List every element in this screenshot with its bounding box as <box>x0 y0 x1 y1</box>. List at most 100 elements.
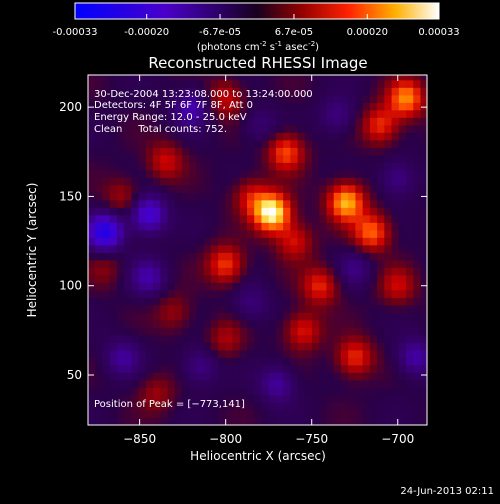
heatmap-cell <box>319 95 327 103</box>
heatmap-cell <box>268 387 277 396</box>
heatmap-cell <box>340 410 349 418</box>
heatmap-cell <box>406 267 414 276</box>
heatmap-cell <box>362 290 371 298</box>
heatmap-cell <box>297 117 306 126</box>
heatmap-cell <box>348 395 356 403</box>
heatmap-cell <box>406 155 414 163</box>
heatmap-cell <box>312 402 320 411</box>
heatmap-cell <box>391 192 400 201</box>
heatmap-cell <box>189 387 197 396</box>
heatmap-cell <box>326 357 335 366</box>
heatmap-cell <box>377 365 385 373</box>
heatmap-cell <box>116 245 125 253</box>
heatmap-cell <box>333 320 342 328</box>
heatmap-cell <box>181 185 190 193</box>
heatmap-cell <box>88 297 96 306</box>
heatmap-cell <box>239 335 248 343</box>
heatmap-cell <box>398 215 407 223</box>
heatmap-cell <box>290 177 298 186</box>
heatmap-cell <box>189 177 197 186</box>
heatmap-cell <box>326 275 335 283</box>
heatmap-cell <box>297 282 306 291</box>
heatmap-cell <box>384 350 392 358</box>
heatmap-cell <box>174 365 183 373</box>
heatmap-cell <box>406 312 414 321</box>
heatmap-cell <box>210 80 219 88</box>
heatmap-cell <box>124 275 132 283</box>
heatmap-cell <box>88 95 96 103</box>
heatmap-cell <box>304 200 313 208</box>
heatmap-cell <box>95 282 103 291</box>
heatmap-cell <box>181 380 190 388</box>
heatmap-cell <box>203 402 212 411</box>
heatmap-cell <box>189 342 197 351</box>
heatmap-cell <box>254 237 262 246</box>
heatmap-cell <box>312 162 320 171</box>
heatmap-cell <box>95 192 103 201</box>
heatmap-cell <box>160 312 168 321</box>
heatmap-cell <box>181 162 190 171</box>
heatmap-cell <box>153 312 161 321</box>
heatmap-cell <box>348 222 356 231</box>
heatmap-cell <box>167 125 176 133</box>
heatmap-cell <box>420 275 427 283</box>
heatmap-cell <box>218 147 226 156</box>
heatmap-cell <box>181 95 190 103</box>
heatmap-cell <box>254 110 262 118</box>
heatmap-cell <box>319 282 327 291</box>
heatmap-cell <box>261 350 270 358</box>
heatmap-cell <box>167 312 176 321</box>
heatmap-cell <box>268 102 277 111</box>
heatmap-cell <box>290 380 298 388</box>
heatmap-cell <box>348 95 356 103</box>
heatmap-cell <box>138 140 147 148</box>
heatmap-cell <box>398 95 407 103</box>
heatmap-cell <box>398 140 407 148</box>
heatmap-cell <box>261 200 270 208</box>
detectors-annotation: Detectors: 4F 5F 6F 7F 8F, Att 0 <box>94 100 253 111</box>
heatmap-cell <box>348 102 356 111</box>
heatmap-cell <box>88 200 96 208</box>
heatmap-cell <box>232 237 241 246</box>
heatmap-cell <box>254 395 262 403</box>
heatmap-cell <box>319 192 327 201</box>
heatmap-cell <box>369 132 378 141</box>
heatmap-cell <box>196 395 205 403</box>
heatmap-cell <box>102 185 111 193</box>
heatmap-cell <box>391 162 400 171</box>
heatmap-cell <box>210 290 219 298</box>
heatmap-cell <box>95 365 103 373</box>
heatmap-cell <box>247 222 255 231</box>
heatmap-cell <box>210 335 219 343</box>
heatmap-cell <box>239 402 248 411</box>
heatmap-cell <box>268 75 277 81</box>
heatmap-cell <box>116 237 125 246</box>
heatmap-cell <box>348 297 356 306</box>
heatmap-cell <box>239 230 248 238</box>
heatmap-cell <box>138 147 147 156</box>
heatmap-cell <box>95 125 103 133</box>
heatmap-cell <box>174 267 183 276</box>
heatmap-cell <box>181 245 190 253</box>
heatmap-cell <box>167 170 176 178</box>
heatmap-cell <box>275 245 284 253</box>
heatmap-cell <box>413 275 421 283</box>
heatmap-cell <box>312 335 320 343</box>
heatmap-cell <box>102 140 111 148</box>
heatmap-cell <box>304 95 313 103</box>
heatmap-cell <box>196 417 205 425</box>
heatmap-cell <box>196 380 205 388</box>
heatmap-cell <box>355 192 364 201</box>
heatmap-cell <box>420 252 427 261</box>
heatmap-cell <box>247 275 255 283</box>
heatmap-cell <box>283 260 291 268</box>
heatmap-cell <box>138 75 147 81</box>
heatmap-cell <box>420 75 427 81</box>
heatmap-cell <box>275 372 284 381</box>
heatmap-cell <box>340 170 349 178</box>
heatmap-cell <box>297 320 306 328</box>
heatmap-cell <box>312 177 320 186</box>
heatmap-cell <box>203 117 212 126</box>
heatmap-cell <box>167 372 176 381</box>
heatmap-cell <box>391 410 400 418</box>
